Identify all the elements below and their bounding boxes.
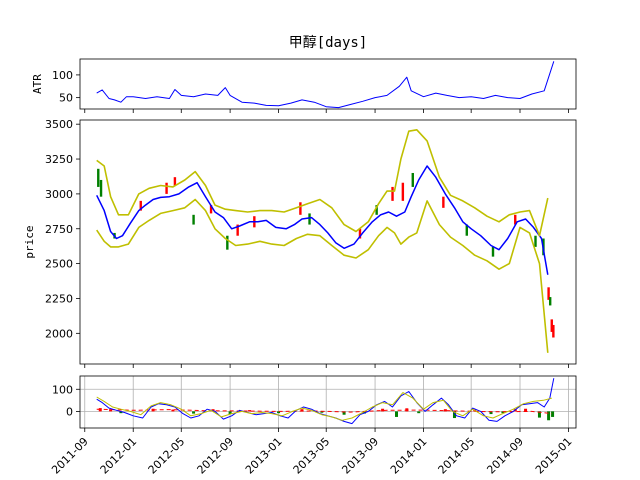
price-frame (79, 119, 577, 365)
price-candle (308, 213, 311, 225)
price-candle (552, 324, 555, 338)
y-tick-label: 2750 (45, 223, 73, 236)
price-ylabel: price (23, 225, 36, 258)
x-tick-label: 2012-01 (98, 435, 140, 477)
atr-panel: 50 100 ATR (31, 58, 577, 113)
oscillator-line-0 (96, 378, 555, 425)
price-candle (192, 214, 195, 225)
osc-bar (547, 411, 551, 421)
y-tick-label: 3000 (45, 188, 73, 201)
osc-bar (342, 411, 346, 415)
x-tick-label: 2013-09 (339, 435, 381, 477)
price-lower-band (96, 198, 549, 353)
price-candle (173, 177, 177, 186)
price-panel: 2000 2250 2500 2750 3000 3250 3500 price (23, 118, 577, 368)
price-candle (550, 319, 553, 332)
price-candle (358, 228, 362, 239)
osc-bar (228, 411, 232, 415)
price-candle (97, 168, 100, 187)
x-tick-label: 2012-05 (146, 435, 188, 477)
x-tick-label: 2014-09 (484, 435, 526, 477)
osc-bar (395, 411, 399, 417)
osc-bar (300, 409, 304, 412)
price-candle (401, 182, 405, 201)
y-tick-label: 50 (59, 92, 73, 105)
price-candle (209, 205, 213, 214)
y-tick-label: 3250 (45, 153, 73, 166)
osc-bar (381, 408, 385, 412)
oscillator-panel: 0 100 (52, 375, 577, 432)
price-candle (442, 196, 445, 208)
osc-bar (452, 411, 456, 419)
y-tick-label: 2000 (45, 327, 73, 340)
x-tick-label: 2013-01 (243, 435, 285, 477)
osc-bar (192, 411, 196, 414)
osc-bar (443, 409, 447, 412)
price-candle (375, 205, 378, 215)
x-tick-label: 2015-01 (533, 435, 575, 477)
y-tick-label: 100 (52, 69, 73, 82)
y-tick-label: 2500 (45, 258, 73, 271)
oscillator-line-1 (96, 392, 552, 421)
osc-bar (211, 409, 215, 412)
price-candle (226, 235, 229, 250)
price-candle (534, 235, 537, 247)
osc-bar (171, 409, 175, 412)
osc-dashed-line (96, 408, 552, 415)
x-tick-label: 2011-09 (49, 435, 91, 477)
price-candle (548, 297, 552, 306)
y-tick-label: 3500 (45, 118, 73, 131)
atr-ylabel: ATR (31, 74, 44, 94)
price-candle (465, 224, 468, 236)
atr-frame (79, 58, 577, 110)
osc-bar (537, 411, 541, 418)
price-ma-line (96, 165, 549, 275)
osc-bar (489, 411, 493, 415)
price-upper-band (96, 129, 549, 237)
oscillator-frame (79, 375, 577, 429)
x-tick-label: 2014-05 (436, 435, 478, 477)
x-tick-label: 2014-01 (388, 435, 430, 477)
osc-bar (524, 408, 528, 412)
price-candle (391, 186, 394, 201)
price-candle (514, 214, 517, 225)
y-tick-label: 2250 (45, 292, 73, 305)
x-tick-label: 2013-05 (291, 435, 333, 477)
osc-bar (248, 410, 252, 412)
x-tick-label: 2012-09 (195, 435, 237, 477)
atr-line-0 (96, 61, 555, 109)
osc-bar (277, 411, 281, 414)
price-candle (139, 200, 142, 211)
price-candle (165, 182, 168, 194)
osc-bar (320, 411, 324, 413)
y-tick-label: 100 (52, 383, 73, 396)
osc-bar (551, 411, 555, 417)
x-axis: 2011-09 2012-01 2012-05 2012-09 2013-01 2013-… (49, 435, 574, 477)
price-candle (236, 224, 239, 236)
price-candle (99, 179, 103, 197)
y-tick-label: 0 (66, 405, 73, 418)
price-candle (547, 287, 550, 300)
osc-bar (417, 411, 421, 414)
price-candle (491, 246, 495, 257)
price-candle (299, 202, 302, 215)
osc-bar (119, 411, 123, 414)
osc-bar (109, 409, 113, 412)
chart-title: 甲醇[days] (289, 34, 368, 51)
price-candle (411, 172, 414, 187)
osc-bar (501, 411, 505, 414)
